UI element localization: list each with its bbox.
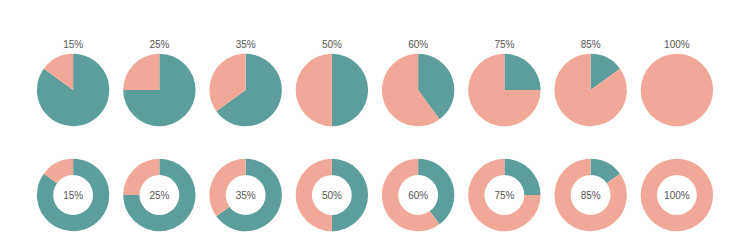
donut-slice (37, 159, 109, 231)
data-label: 15% (63, 190, 83, 201)
donut-chart: 60% (382, 159, 454, 231)
donut-slice (382, 159, 440, 231)
pie-slice (44, 54, 73, 90)
pie-slice (123, 54, 159, 90)
donut-chart: 50% (296, 159, 368, 231)
data-label: 35% (236, 39, 256, 50)
pie-chart: 25% (123, 39, 195, 126)
data-label: 15% (63, 39, 83, 50)
pie-slice (209, 54, 245, 112)
pie-chart: 35% (209, 39, 281, 126)
pie-slice (641, 54, 713, 126)
donut-slice (44, 159, 73, 184)
data-label: 75% (494, 39, 514, 50)
data-label: 100% (664, 39, 690, 50)
pie-chart: 85% (554, 39, 626, 126)
data-label: 60% (408, 190, 428, 201)
pie-chart: 75% (468, 39, 540, 126)
donut-chart: 100% (641, 159, 713, 231)
donut-chart: 35% (209, 159, 281, 231)
pie-slice (382, 54, 440, 126)
pie-slice (296, 54, 332, 126)
data-label: 50% (322, 190, 342, 201)
data-label: 25% (149, 39, 169, 50)
pie-chart: 15% (37, 39, 109, 126)
pie-chart: 60% (382, 39, 454, 126)
data-label: 85% (581, 190, 601, 201)
donut-chart: 75% (468, 159, 540, 231)
data-label: 60% (408, 39, 428, 50)
pie-slice (468, 54, 540, 126)
pie-slice (554, 54, 626, 126)
donut-slice (209, 159, 245, 217)
data-label: 100% (664, 190, 690, 201)
donut-slice (468, 159, 540, 231)
donut-chart: 15% (37, 159, 109, 231)
data-label: 75% (494, 190, 514, 201)
pie-slice (123, 54, 195, 126)
data-label: 35% (236, 190, 256, 201)
pie-slice (504, 54, 540, 90)
donut-chart: 85% (554, 159, 626, 231)
pie-slice (37, 54, 109, 126)
pie-chart: 50% (296, 39, 368, 126)
donut-slice (123, 159, 195, 231)
pie-chart: 100% (641, 39, 713, 126)
donut-slice (554, 159, 626, 231)
data-label: 85% (581, 39, 601, 50)
donut-chart: 25% (123, 159, 195, 231)
chart-canvas: 15% 25% 35% 50% 60% 75% 85% 100% 15% 25% 35% 50% 60%… (0, 0, 750, 250)
pie-slice (332, 54, 368, 126)
donut-slice (641, 159, 713, 231)
data-label: 50% (322, 39, 342, 50)
data-label: 25% (149, 190, 169, 201)
